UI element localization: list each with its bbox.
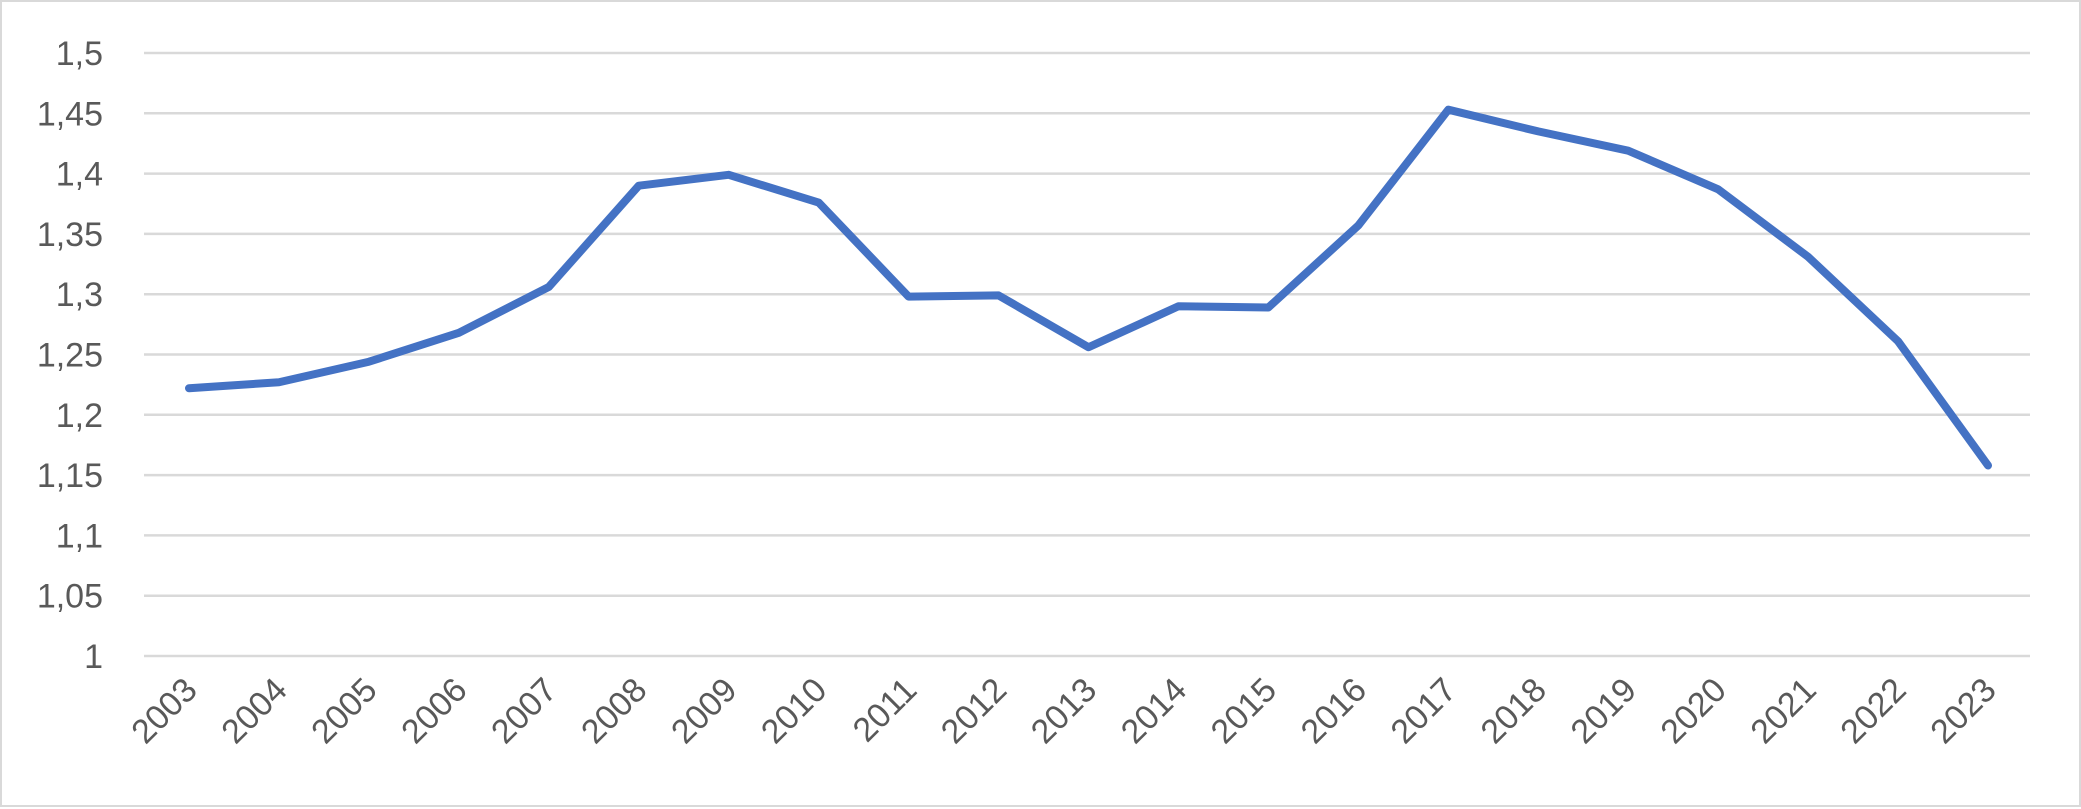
x-tick-label: 2005 (304, 671, 384, 751)
x-tick-label: 2010 (754, 671, 834, 751)
x-tick-label: 2015 (1204, 671, 1284, 751)
x-tick-label: 2012 (934, 671, 1014, 751)
x-tick-label: 2013 (1024, 671, 1104, 751)
x-tick-label: 2009 (664, 671, 744, 751)
x-tick-label: 2018 (1474, 671, 1554, 751)
x-tick-label: 2003 (124, 671, 204, 751)
gridlines (144, 53, 2030, 656)
y-tick-label: 1 (84, 638, 103, 676)
x-tick-label: 2019 (1564, 671, 1644, 751)
x-tick-label: 2017 (1384, 671, 1464, 751)
x-tick-label: 2023 (1923, 671, 2003, 751)
x-tick-label: 2016 (1294, 671, 1374, 751)
x-tick-label: 2006 (394, 671, 474, 751)
y-tick-label: 1,35 (37, 216, 103, 254)
x-tick-label: 2021 (1743, 671, 1823, 751)
y-tick-label: 1,1 (56, 517, 103, 555)
y-tick-label: 1,3 (56, 276, 103, 314)
x-tick-label: 2020 (1653, 671, 1733, 751)
y-tick-label: 1,2 (56, 397, 103, 435)
x-tick-label: 2011 (846, 671, 925, 750)
x-tick-label: 2007 (484, 671, 564, 751)
y-tick-label: 1,4 (56, 156, 103, 194)
y-axis-tick-labels: 1 1,05 1,1 1,15 1,2 1,25 1,3 1,35 1,4 1,45 1,5 (37, 35, 103, 676)
y-tick-label: 1,45 (37, 95, 103, 133)
y-tick-label: 1,25 (37, 337, 103, 375)
y-tick-label: 1,5 (56, 35, 103, 73)
y-tick-label: 1,05 (37, 578, 103, 616)
x-tick-label: 2022 (1833, 671, 1913, 751)
x-tick-label: 2008 (574, 671, 654, 751)
series-line (189, 110, 1988, 466)
y-tick-label: 1,15 (37, 457, 103, 495)
x-tick-label: 2014 (1114, 671, 1194, 751)
series-layer (189, 110, 1988, 466)
x-tick-label: 2004 (214, 671, 294, 751)
